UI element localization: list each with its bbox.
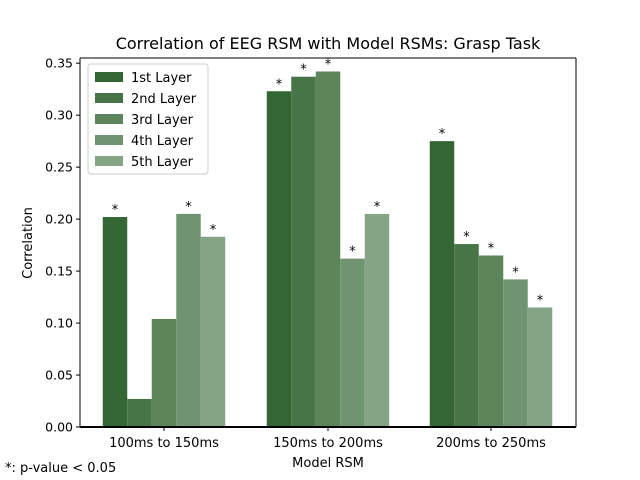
- y-tick-label: 0.35: [45, 56, 73, 71]
- y-tick-label: 0.25: [45, 160, 73, 175]
- x-tick-label: 150ms to 200ms: [273, 436, 383, 451]
- significance-marker: *: [210, 223, 217, 238]
- y-tick-label: 0.00: [45, 420, 73, 435]
- legend-label: 2nd Layer: [131, 92, 197, 107]
- axes: 0.00 0.05 0.10 0.15 0.20 0.25 0.30 0.35 100ms to…: [45, 56, 577, 451]
- y-tick-label: 0.10: [45, 316, 73, 331]
- chart-title: Correlation of EEG RSM with Model RSMs: …: [116, 34, 541, 53]
- bar: [315, 71, 341, 428]
- significance-marker: *: [537, 293, 544, 308]
- y-axis-label: Correlation: [21, 207, 36, 279]
- bar: [503, 279, 528, 427]
- bar: [429, 141, 455, 428]
- significance-marker: *: [488, 241, 495, 256]
- bars-layer: [102, 71, 553, 428]
- legend-label: 4th Layer: [131, 134, 194, 149]
- bar: [151, 318, 177, 427]
- legend-label: 1st Layer: [131, 71, 192, 86]
- bar: [454, 244, 479, 427]
- y-tick-label: 0.20: [45, 212, 73, 227]
- bar: [527, 307, 553, 427]
- bar: [266, 91, 292, 428]
- significance-marker: *: [276, 77, 283, 92]
- y-tick-label: 0.05: [45, 368, 73, 383]
- bar: [478, 255, 504, 427]
- significance-marker: *: [300, 63, 307, 78]
- legend-swatch: [95, 93, 123, 103]
- significance-marker: *: [349, 245, 356, 260]
- bar: [364, 213, 390, 427]
- bar: [102, 217, 128, 427]
- x-tick-label: 100ms to 150ms: [109, 436, 219, 451]
- legend-swatch: [95, 135, 123, 145]
- significance-marker: *: [112, 203, 119, 218]
- bar: [127, 398, 152, 427]
- legend-swatch: [95, 156, 123, 166]
- significance-marker: *: [374, 200, 381, 215]
- legend-box: [87, 63, 209, 175]
- y-tick-label: 0.30: [45, 108, 73, 123]
- x-tick-label: 200ms to 250ms: [436, 436, 546, 451]
- bar: [340, 258, 365, 427]
- significance-marker: *: [325, 58, 332, 73]
- legend-label: 5th Layer: [131, 155, 194, 170]
- significance-marker: *: [463, 230, 470, 245]
- legend-swatch: [95, 114, 123, 124]
- y-tick-label: 0.15: [45, 264, 73, 279]
- x-axis-label: Model RSM: [292, 456, 364, 471]
- significance-marker: *: [512, 265, 519, 280]
- bar: [176, 213, 201, 427]
- significance-marker: *: [185, 200, 192, 215]
- legend: 1st Layer 2nd Layer 3rd Layer 4th Layer 5th …: [87, 63, 209, 175]
- bar: [291, 76, 316, 427]
- bar: [200, 236, 226, 427]
- legend-label: 3rd Layer: [131, 113, 194, 128]
- legend-swatch: [95, 72, 123, 82]
- significance-markers: * * * * * * * * * * * * *: [112, 58, 544, 309]
- footnote: *: p-value < 0.05: [5, 461, 117, 476]
- significance-marker: *: [439, 127, 446, 142]
